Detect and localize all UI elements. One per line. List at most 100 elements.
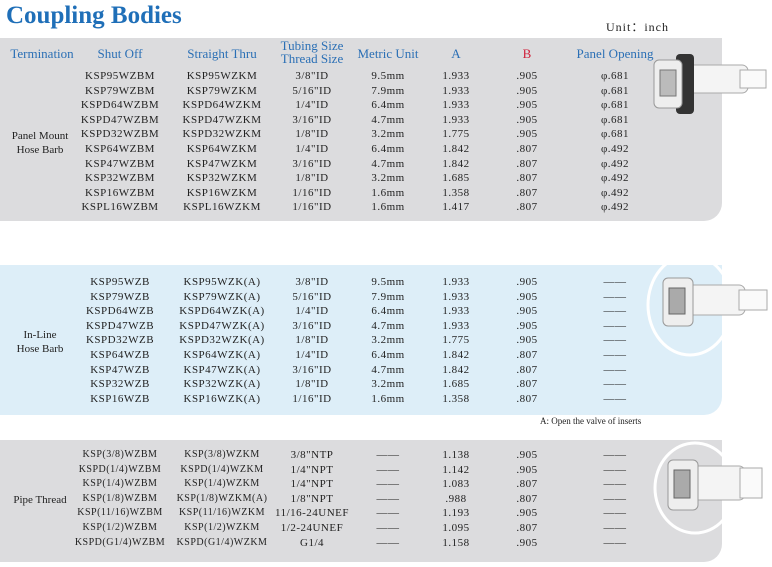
table-cell: .905 bbox=[516, 319, 538, 332]
table-cell: 7.9mm bbox=[371, 290, 405, 303]
table-cell: 4.7mm bbox=[371, 113, 405, 126]
table-cell: .807 bbox=[516, 492, 538, 505]
table-cell: KSP64WZKM bbox=[186, 143, 258, 155]
table-cell: KSP16WZBM bbox=[85, 186, 155, 199]
table-cell: .905 bbox=[516, 290, 538, 303]
table-cell: φ.492 bbox=[600, 143, 630, 155]
table-cell: KSP95WZBM bbox=[85, 70, 155, 82]
termination-line: Panel Mount bbox=[11, 130, 69, 142]
table-cell: 6.4mm bbox=[371, 349, 405, 361]
table-cell: .807 bbox=[516, 186, 538, 199]
table-cell: —— bbox=[376, 478, 400, 491]
table-cell: KSP(1/4)WZBM bbox=[82, 478, 158, 490]
table-cell: KSP95WZKM bbox=[186, 70, 258, 82]
table-cell: .988 bbox=[445, 492, 467, 505]
termination: Pipe Thread bbox=[8, 493, 72, 507]
table-cell: .905 bbox=[516, 128, 538, 141]
table-cell: —— bbox=[603, 478, 627, 491]
table-cell: 5/16"ID bbox=[292, 290, 332, 303]
coupling-image bbox=[653, 54, 767, 114]
table-cell: 1.685 bbox=[442, 172, 470, 185]
table-cell: KSP95WZB bbox=[90, 276, 150, 288]
table-cell: 1.142 bbox=[442, 463, 470, 476]
table-cell: 1.193 bbox=[442, 507, 470, 520]
table-cell: 9.5mm bbox=[371, 70, 405, 82]
table-cell: KSPL16WZBM bbox=[81, 201, 159, 214]
table-cell: .807 bbox=[516, 143, 538, 155]
table-cell: KSP(1/4)WZKM bbox=[184, 478, 260, 490]
table-cell: KSPD32WZK(A) bbox=[179, 334, 265, 347]
table-cell: .807 bbox=[516, 349, 538, 361]
table-cell: 4.7mm bbox=[371, 319, 405, 332]
table-cell: KSPD47WZBM bbox=[80, 113, 160, 126]
table-cell: φ.681 bbox=[600, 70, 630, 82]
table-cell: 1.138 bbox=[442, 449, 470, 461]
table-cell: —— bbox=[603, 349, 627, 361]
table-cell: 1.358 bbox=[442, 392, 470, 405]
table-cell: .905 bbox=[516, 449, 538, 461]
termination-line: In-Line bbox=[23, 328, 57, 341]
table-cell: .905 bbox=[516, 99, 538, 112]
table-cell: KSPD32WZBM bbox=[80, 128, 160, 141]
table-cell: KSP32WZK(A) bbox=[183, 378, 261, 391]
table-cell: —— bbox=[603, 463, 627, 476]
table-cell: φ.681 bbox=[600, 128, 630, 141]
table-cell: KSP(1/2)WZKM bbox=[184, 522, 260, 533]
unit: Unit：inch bbox=[606, 20, 669, 34]
table-cell: φ.492 bbox=[600, 201, 630, 214]
table-cell: 3/8"ID bbox=[295, 276, 329, 288]
table-cell: 1.842 bbox=[442, 363, 470, 376]
table-cell: KSPL16WZKM bbox=[183, 201, 261, 214]
table-cell: KSP(1/8)WZBM bbox=[82, 492, 158, 504]
table-cell: 3.2mm bbox=[371, 334, 405, 347]
column-header: Shut Off bbox=[97, 46, 143, 61]
table-cell: —— bbox=[603, 305, 627, 318]
column-header: B bbox=[522, 46, 532, 61]
table-cell: 6.4mm bbox=[371, 143, 405, 155]
table-cell: KSP(3/8)WZBM bbox=[82, 449, 158, 460]
note: A: Open the valve of inserts bbox=[540, 416, 642, 426]
table-cell: 1.933 bbox=[442, 99, 470, 112]
table-cell: KSPD64WZK(A) bbox=[179, 305, 265, 318]
table-cell: 1.775 bbox=[442, 334, 470, 347]
table-cell: KSP(11/16)WZKM bbox=[178, 507, 266, 519]
table-cell: KSPD47WZB bbox=[85, 319, 155, 332]
termination: Panel Mount Hose Barb bbox=[8, 129, 72, 157]
table-cell: KSPD47WZK(A) bbox=[179, 319, 265, 332]
table-cell: KSP16WZKM bbox=[186, 186, 258, 199]
table-cell: 1.933 bbox=[442, 319, 470, 332]
table-cell: 1/4"ID bbox=[295, 99, 329, 112]
table-cell: 1.358 bbox=[442, 186, 470, 199]
column-header: A bbox=[451, 46, 461, 61]
table-cell: —— bbox=[603, 276, 627, 288]
table-cell: φ.681 bbox=[600, 99, 630, 112]
table-cell: .807 bbox=[516, 392, 538, 405]
table-cell: KSP32WZB bbox=[90, 378, 150, 391]
table-cell: KSP16WZB bbox=[90, 392, 150, 405]
table-cell: 4.7mm bbox=[371, 363, 405, 376]
table-cell: KSP(3/8)WZKM bbox=[184, 449, 260, 460]
table-cell: 1/4"ID bbox=[295, 143, 329, 155]
table-cell: 4.7mm bbox=[371, 157, 405, 170]
table-cell: —— bbox=[376, 536, 400, 549]
table-cell: 3/8"NTP bbox=[290, 449, 334, 461]
table-cell: 3/8"ID bbox=[295, 70, 329, 82]
table-cell: —— bbox=[603, 392, 627, 405]
table-cell: KSP95WZK(A) bbox=[183, 276, 261, 288]
table-cell: KSPD(1/4)WZBM bbox=[78, 463, 162, 475]
table-cell: 1.933 bbox=[442, 276, 470, 288]
termination: In-Line Hose Barb bbox=[8, 328, 72, 356]
section-panel bbox=[0, 265, 722, 415]
table-cell: 3/16"ID bbox=[292, 363, 332, 376]
table-cell: KSPD(1/4)WZKM bbox=[180, 463, 264, 475]
table-cell: 1.933 bbox=[442, 113, 470, 126]
termination-line: Pipe Thread bbox=[13, 494, 67, 507]
table-cell: 1.933 bbox=[442, 290, 470, 303]
table-cell: —— bbox=[376, 449, 400, 461]
table-cell: 1.775 bbox=[442, 128, 470, 141]
header-line: Thread Size bbox=[280, 51, 344, 66]
table-cell: 1.6mm bbox=[371, 186, 405, 199]
table-cell: φ.492 bbox=[600, 186, 630, 199]
table-cell: 1/4"ID bbox=[295, 349, 329, 361]
